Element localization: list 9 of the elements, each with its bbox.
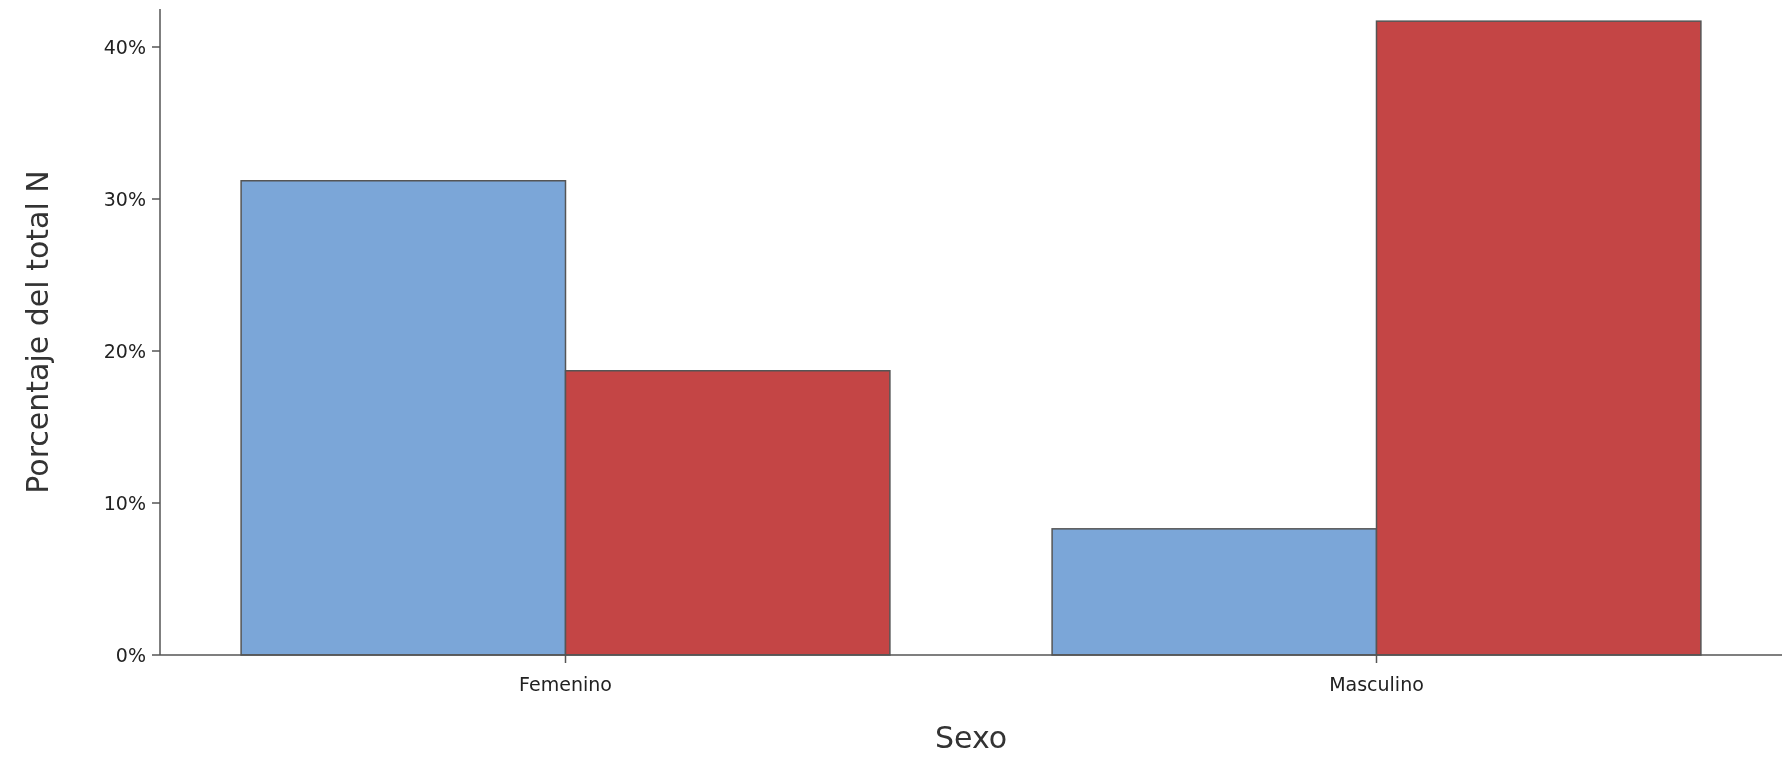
- y-axis-title: Porcentaje del total N: [20, 170, 55, 494]
- y-tick-label: 40%: [103, 36, 146, 58]
- y-tick-label: 10%: [103, 492, 146, 514]
- y-tick-label: 0%: [115, 644, 146, 666]
- x-tick-label: Femenino: [519, 673, 612, 695]
- x-axis-title: Sexo: [934, 720, 1008, 755]
- x-tick-label: Masculino: [1329, 673, 1424, 695]
- y-tick-label: 30%: [103, 188, 146, 210]
- y-tick-label: 20%: [103, 340, 146, 362]
